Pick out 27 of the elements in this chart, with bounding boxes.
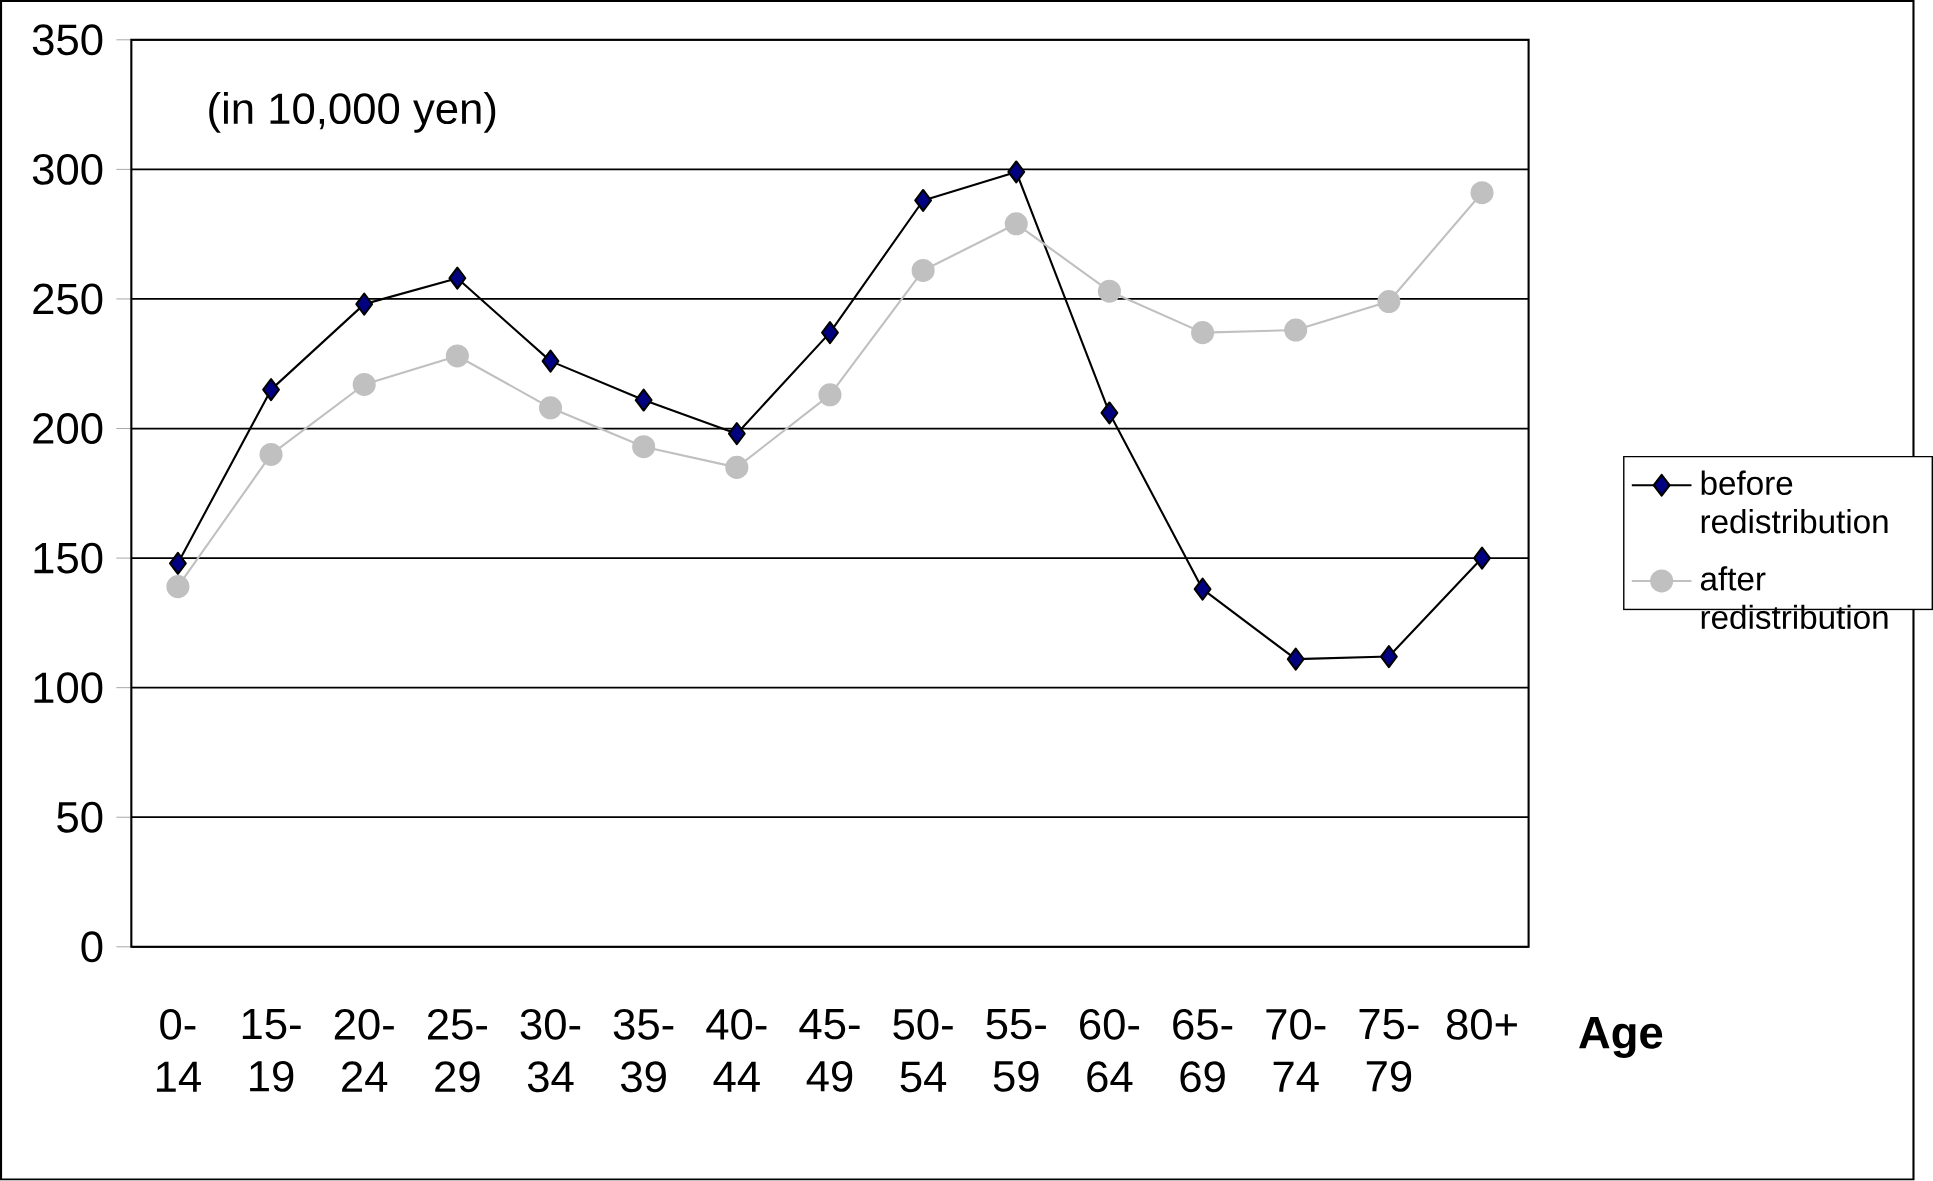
y-tick-label: 0 (81, 931, 103, 963)
x-tick-label: 15-19 (242, 1009, 301, 1093)
x-tick-label: 55-59 (986, 1009, 1046, 1093)
y-tick-label: 250 (33, 283, 103, 315)
x-tick-label: 80+ (1446, 1009, 1517, 1041)
x-tick-label: 25-29 (427, 1009, 487, 1093)
x-tick-label: 0-14 (156, 1009, 201, 1093)
y-tick-label: 300 (32, 154, 103, 186)
x-tick-label: 40-44 (706, 1009, 767, 1093)
legend-label: after redistribution (1700, 566, 1888, 630)
x-tick-label: 60-64 (1080, 1009, 1140, 1093)
legend-label: before redistribution (1701, 470, 1888, 534)
x-tick-label: 30-34 (520, 1009, 581, 1093)
annotation: (in 10,000 yen) (209, 92, 496, 133)
y-tick-label: 150 (34, 542, 103, 574)
y-tick-label: 100 (34, 672, 103, 704)
x-tick-label: 75-79 (1359, 1009, 1419, 1093)
y-tick-label: 50 (57, 802, 103, 833)
x-tick-label: 35-39 (613, 1009, 674, 1093)
x-tick-label: 20-24 (334, 1009, 394, 1093)
x-tick-label: 45-49 (799, 1009, 860, 1093)
y-tick-label: 350 (32, 24, 103, 56)
x-tick-label: 50-54 (893, 1009, 953, 1093)
y-tick-label: 200 (33, 413, 103, 445)
x-axis-title: Age (1579, 1017, 1663, 1059)
x-tick-label: 65-69 (1173, 1009, 1233, 1093)
x-tick-label: 70-74 (1266, 1009, 1326, 1093)
